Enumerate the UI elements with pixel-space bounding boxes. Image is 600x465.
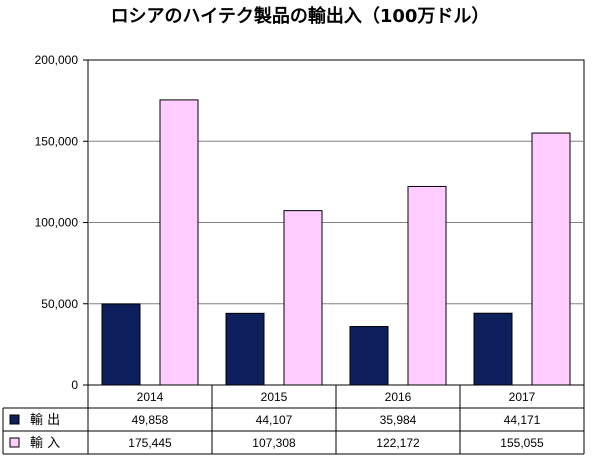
- bar-import-2016: [407, 185, 447, 386]
- y-axis: 0 50,000 100,000 150,000 200,000: [35, 53, 88, 392]
- data-table: 2014 2015 2016 2017 輸 出 49,858 44,107 35,984 44,…: [2, 385, 585, 455]
- data-label: 175,445: [128, 436, 172, 450]
- data-label: 44,171: [504, 413, 541, 427]
- legend-label: 輸 入: [30, 436, 60, 451]
- y-tick-label: 200,000: [35, 53, 79, 67]
- bar-import-2015: [283, 210, 323, 386]
- data-label: 44,107: [256, 413, 293, 427]
- x-tick-label: 2015: [261, 390, 288, 404]
- chart-title: ロシアのハイテク製品の輸出入（100万ドル）: [111, 5, 490, 27]
- bar-import-2017: [531, 132, 571, 386]
- y-tick-label: 0: [71, 378, 78, 392]
- y-tick-label: 100,000: [35, 216, 79, 230]
- data-label: 35,984: [380, 413, 417, 427]
- bar-export-2014: [101, 303, 141, 386]
- y-tick-label: 150,000: [35, 134, 79, 148]
- bar-export-2015: [225, 312, 265, 386]
- x-tick-label: 2016: [385, 390, 412, 404]
- x-tick-label: 2017: [509, 390, 536, 404]
- legend-label: 輸 出: [30, 413, 60, 428]
- bar-export-2016: [349, 326, 389, 386]
- bar-import-2014: [159, 99, 199, 386]
- y-tick-label: 50,000: [41, 297, 78, 311]
- bars: [101, 99, 571, 386]
- legend-swatch: [9, 414, 20, 425]
- data-label: 155,055: [500, 436, 544, 450]
- legend-swatch: [9, 437, 20, 448]
- x-tick-label: 2014: [137, 390, 164, 404]
- bar-export-2017: [473, 312, 513, 386]
- data-label: 49,858: [132, 413, 169, 427]
- data-label: 107,308: [252, 436, 296, 450]
- data-label: 122,172: [376, 436, 420, 450]
